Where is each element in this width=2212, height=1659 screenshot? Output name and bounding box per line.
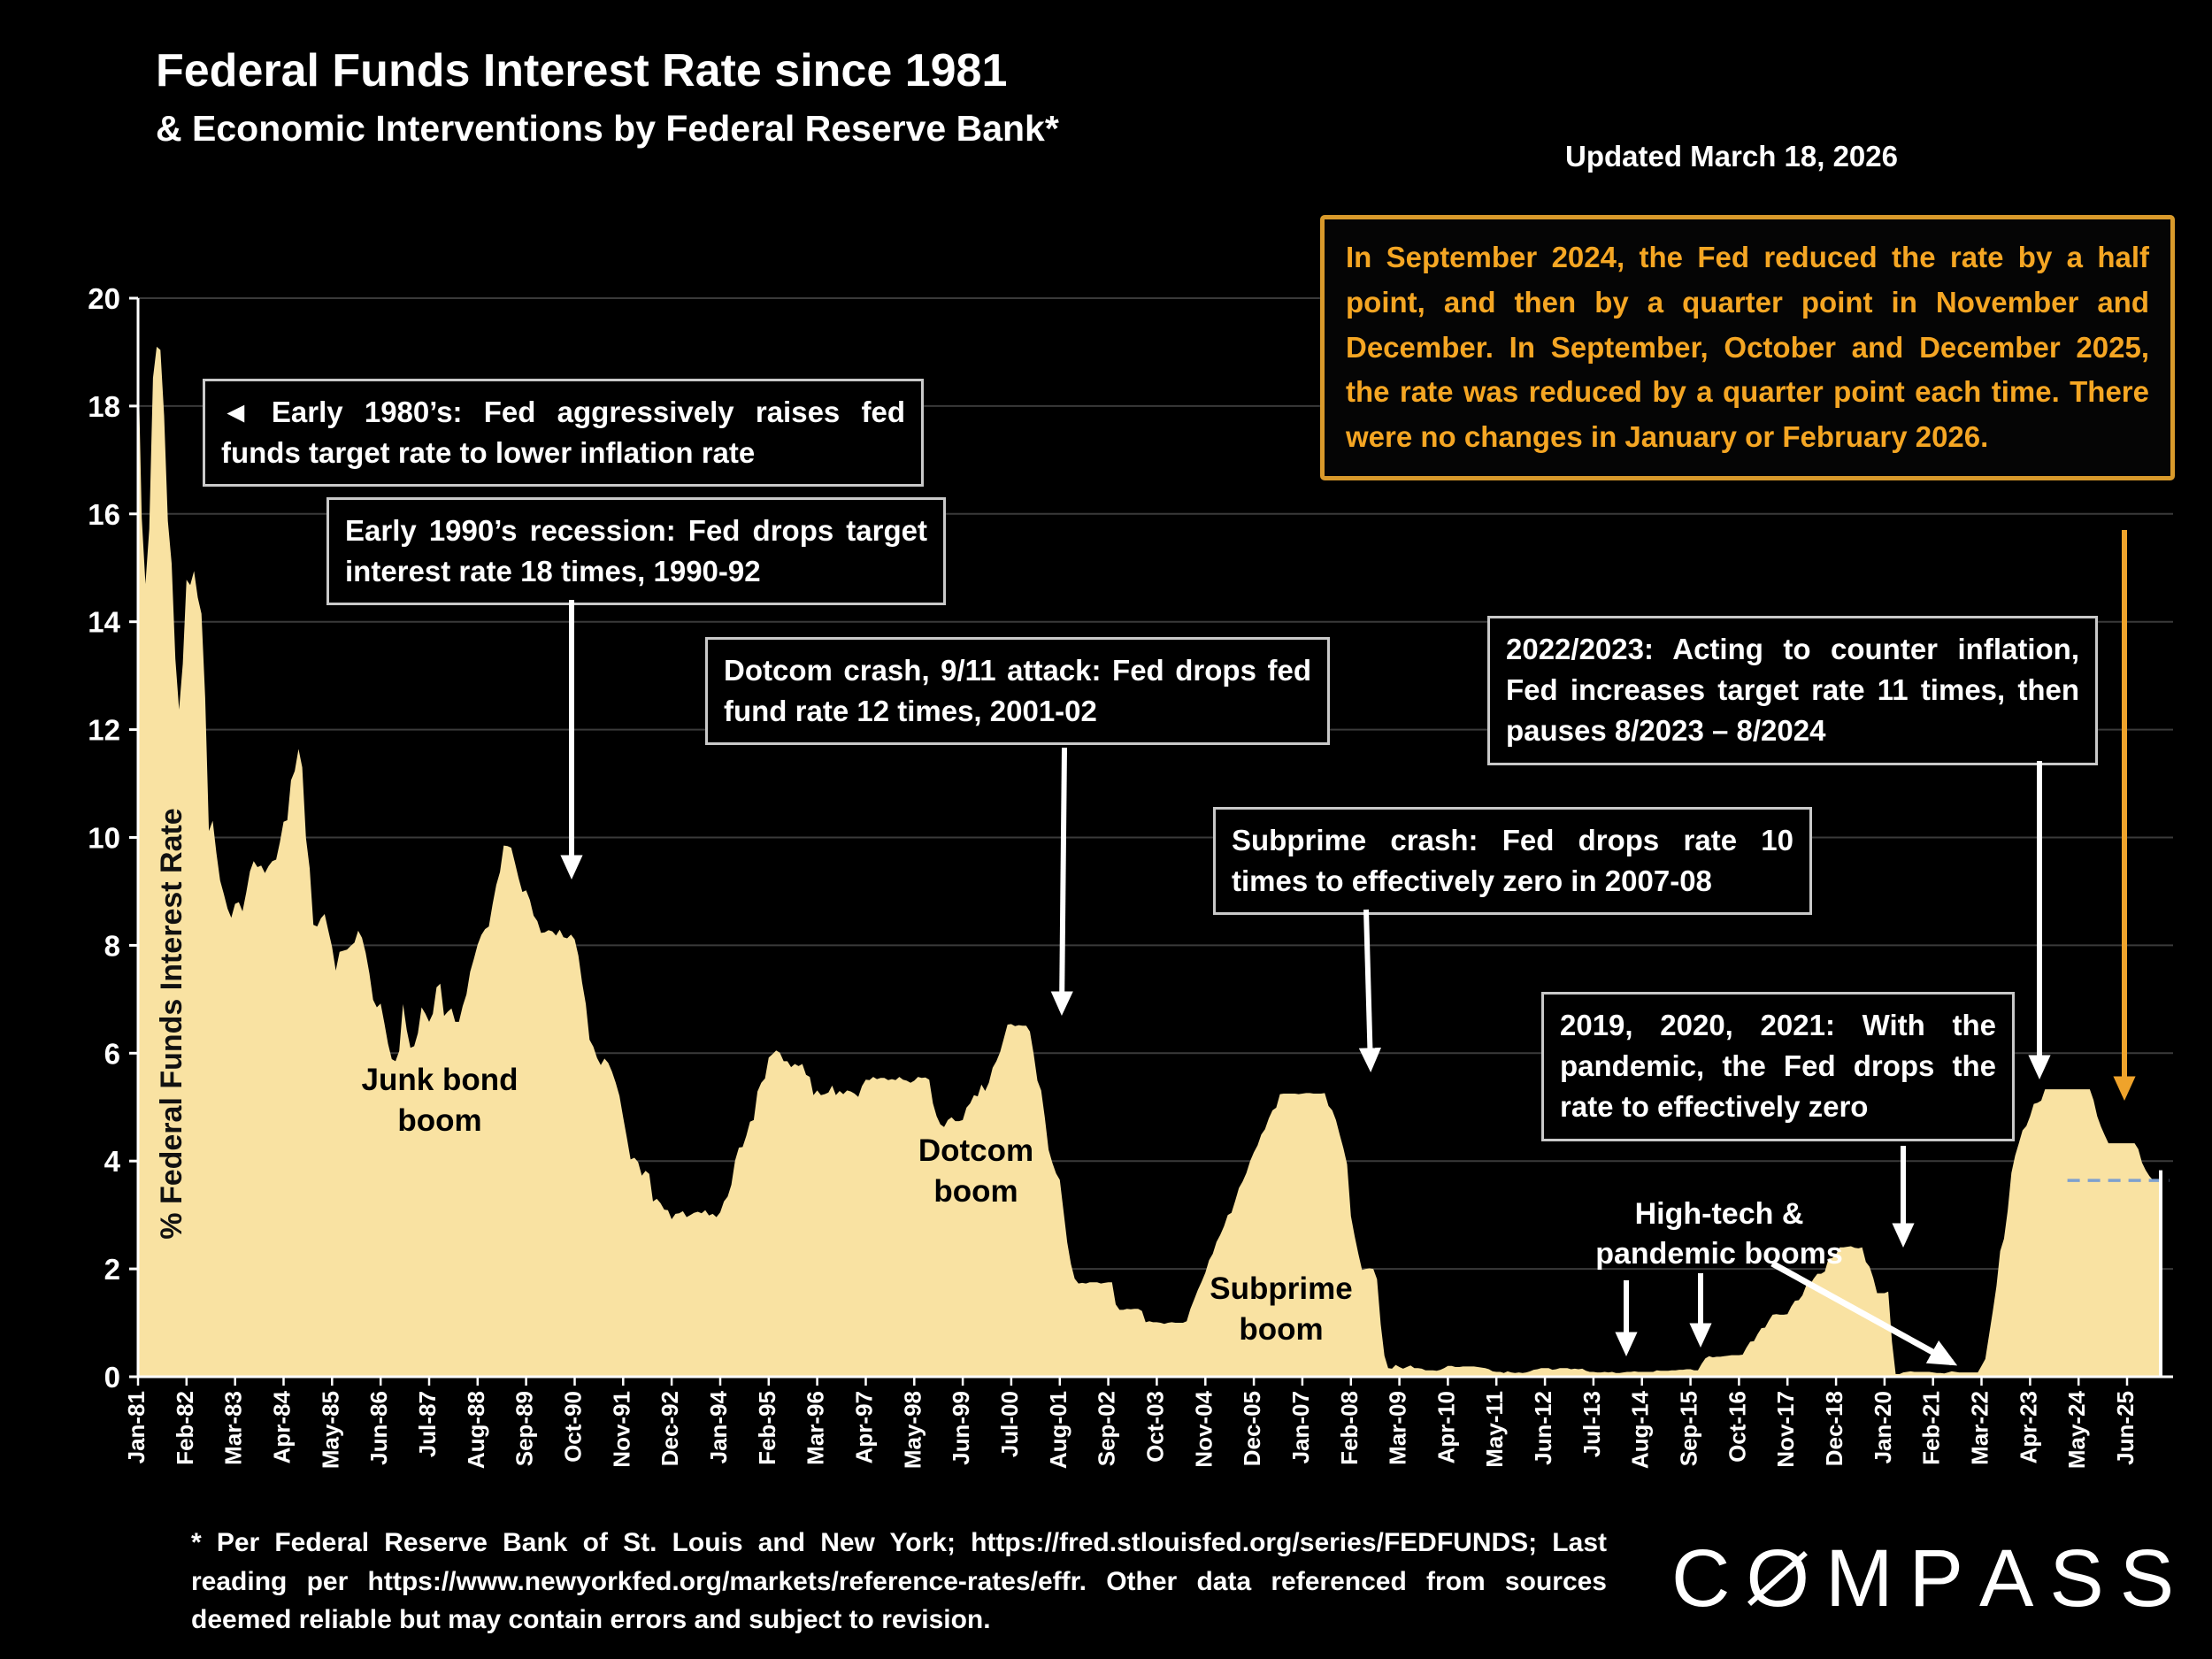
y-tick-label: 12 bbox=[88, 714, 120, 747]
x-tick-label: Feb-95 bbox=[754, 1391, 780, 1465]
logo-slashed-o: O bbox=[1746, 1533, 1810, 1624]
y-tick-label: 4 bbox=[104, 1145, 121, 1178]
label-junk-bond-boom: Junk bond boom bbox=[361, 1063, 518, 1139]
x-tick-label: Oct-03 bbox=[1141, 1391, 1168, 1463]
annotation-dotcom-crash: Dotcom crash, 9/11 attack: Fed drops fed… bbox=[705, 637, 1330, 746]
x-tick-label: Dec-05 bbox=[1239, 1391, 1265, 1466]
label-subprime-boom: Subprime boom bbox=[1210, 1271, 1353, 1348]
x-tick-label: Nov-91 bbox=[608, 1391, 634, 1468]
x-tick-label: Oct-16 bbox=[1724, 1391, 1750, 1463]
page-title: Federal Funds Interest Rate since 1981 bbox=[156, 45, 1008, 96]
x-tick-label: Jan-20 bbox=[1870, 1391, 1896, 1463]
fed-update-note-box: In September 2024, the Fed reduced the r… bbox=[1320, 215, 2175, 481]
annotation-pandemic-zero: 2019, 2020, 2021: With the pandemic, the… bbox=[1541, 992, 2015, 1141]
x-tick-label: Jun-12 bbox=[1530, 1391, 1556, 1465]
x-tick-label: Jul-87 bbox=[414, 1391, 441, 1457]
x-tick-label: Apr-84 bbox=[269, 1390, 296, 1463]
x-tick-label: Jun-99 bbox=[948, 1391, 974, 1465]
area-series bbox=[138, 346, 2161, 1377]
x-tick-label: Jan-81 bbox=[123, 1391, 150, 1463]
x-tick-label: Mar-83 bbox=[220, 1391, 247, 1465]
source-footnote: * Per Federal Reserve Bank of St. Louis … bbox=[191, 1528, 1607, 1634]
logo-letter: P bbox=[1909, 1533, 1964, 1624]
x-tick-label: Jul-00 bbox=[996, 1391, 1023, 1457]
x-tick-label: Dec-18 bbox=[1821, 1391, 1847, 1466]
y-tick-label: 2 bbox=[104, 1253, 120, 1286]
y-tick-label: 10 bbox=[88, 822, 120, 855]
logo-letter: A bbox=[1979, 1533, 2034, 1624]
x-tick-label: May-85 bbox=[317, 1391, 343, 1469]
y-axis-title: % Federal Funds Interest Rate bbox=[155, 808, 188, 1240]
x-tick-label: Aug-14 bbox=[1627, 1390, 1654, 1469]
annotation-early-1990s: Early 1990’s recession: Fed drops target… bbox=[326, 497, 946, 606]
x-tick-label: May-24 bbox=[2063, 1390, 2090, 1469]
y-tick-label: 0 bbox=[104, 1361, 120, 1394]
x-tick-label: Mar-22 bbox=[1967, 1391, 1993, 1465]
logo-letter: S bbox=[2119, 1533, 2175, 1624]
y-tick-label: 14 bbox=[88, 606, 120, 639]
x-tick-label: Feb-21 bbox=[1918, 1391, 1945, 1465]
x-tick-label: May-98 bbox=[899, 1391, 926, 1469]
y-tick-label: 16 bbox=[88, 498, 120, 531]
annotation-subprime-crash: Subprime crash: Fed drops rate 10 times … bbox=[1213, 807, 1812, 916]
x-tick-label: Jan-07 bbox=[1287, 1391, 1314, 1463]
x-tick-label: Sep-02 bbox=[1094, 1391, 1120, 1466]
x-tick-label: Jul-13 bbox=[1578, 1391, 1605, 1457]
page-subtitle: & Economic Interventions by Federal Rese… bbox=[156, 108, 1059, 149]
y-tick-label: 6 bbox=[104, 1037, 120, 1070]
x-tick-label: Apr-23 bbox=[2015, 1391, 2041, 1463]
x-tick-label: Jun-86 bbox=[365, 1391, 392, 1465]
x-tick-label: Mar-96 bbox=[803, 1391, 829, 1465]
y-tick-label: 18 bbox=[88, 390, 120, 423]
x-tick-label: May-11 bbox=[1481, 1391, 1508, 1468]
x-tick-label: Oct-90 bbox=[560, 1391, 587, 1463]
x-tick-label: Nov-04 bbox=[1190, 1390, 1217, 1467]
x-tick-label: Apr-10 bbox=[1432, 1391, 1459, 1463]
x-tick-label: Mar-09 bbox=[1385, 1391, 1411, 1465]
x-tick-label: Dec-92 bbox=[657, 1391, 683, 1466]
y-tick-label: 8 bbox=[104, 929, 120, 962]
x-tick-label: Jan-94 bbox=[705, 1390, 732, 1463]
updated-date: Updated March 18, 2026 bbox=[1565, 140, 1898, 173]
logo-letter: M bbox=[1825, 1533, 1893, 1624]
logo-letter: C bbox=[1671, 1533, 1731, 1624]
y-tick-label: 20 bbox=[88, 282, 120, 315]
x-tick-label: Aug-88 bbox=[463, 1391, 489, 1469]
annotation-early-1980s: ◄ Early 1980’s: Fed aggressively raises … bbox=[203, 379, 924, 488]
x-tick-label: Aug-01 bbox=[1045, 1391, 1071, 1469]
x-tick-label: Feb-08 bbox=[1336, 1391, 1363, 1465]
x-tick-label: Jun-25 bbox=[2112, 1391, 2139, 1465]
x-tick-label: Sep-89 bbox=[511, 1391, 538, 1466]
annotation-2022-2023-inflation: 2022/2023: Acting to counter inflation, … bbox=[1487, 616, 2098, 765]
label-dotcom-boom: Dotcom boom bbox=[918, 1133, 1034, 1210]
x-tick-label: Feb-82 bbox=[172, 1391, 198, 1465]
x-tick-label: Sep-15 bbox=[1676, 1391, 1702, 1466]
x-tick-label: Nov-17 bbox=[1772, 1391, 1799, 1468]
label-hightech-pandemic-booms: High-tech & pandemic booms bbox=[1595, 1197, 1843, 1271]
logo-letter: S bbox=[2049, 1533, 2104, 1624]
x-tick-label: Apr-97 bbox=[851, 1391, 878, 1463]
